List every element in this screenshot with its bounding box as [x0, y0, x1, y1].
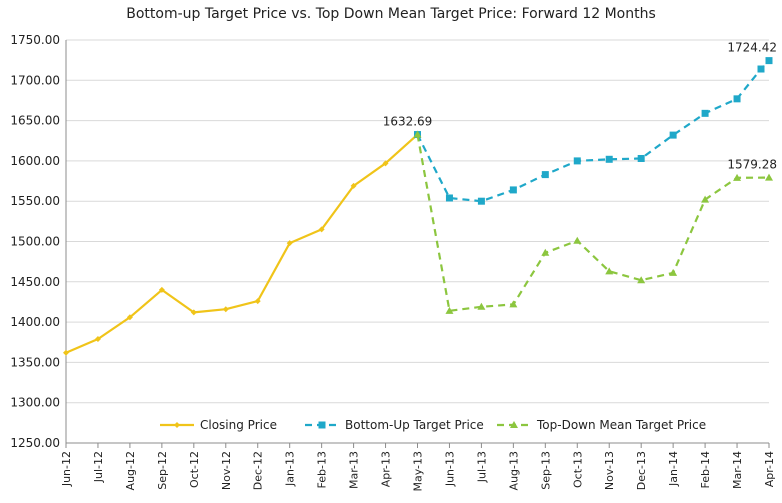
data-point-marker	[445, 194, 453, 202]
data-point-marker	[510, 421, 518, 428]
y-tick-label: 1550.00	[10, 194, 60, 208]
x-tick-label: Sep-13	[539, 451, 552, 490]
x-tick-label: Aug-12	[124, 451, 137, 490]
legend-label: Bottom-Up Target Price	[345, 418, 484, 432]
x-tick-label: Jul-12	[92, 451, 105, 483]
data-point-marker	[445, 306, 454, 314]
x-tick-label: Aug-13	[507, 451, 520, 490]
legend: Closing Price Bottom-Up Target Price Top-D…	[160, 418, 706, 432]
data-point-marker	[158, 286, 165, 293]
data-point-marker	[477, 302, 486, 310]
x-axis-ticks: Jun-12 Jul-12 Aug-12 Sep-12 Oct-12 Nov-12 Dec-…	[60, 451, 776, 492]
y-tick-label: 1700.00	[10, 73, 60, 87]
x-tick-label: Jun-12	[60, 451, 73, 487]
data-point-marker	[701, 195, 710, 203]
x-tick-label: Apr-14	[763, 451, 776, 487]
legend-item-2: Top-Down Mean Target Price	[497, 418, 706, 432]
x-tick-label: Apr-13	[380, 451, 393, 487]
x-tick-label: May-13	[412, 451, 425, 492]
data-point-marker	[382, 160, 389, 167]
x-tick-label: Sep-12	[156, 451, 169, 490]
series-1	[414, 57, 773, 205]
y-tick-label: 1650.00	[10, 114, 60, 128]
y-tick-label: 1750.00	[10, 33, 60, 47]
y-tick-label: 1300.00	[10, 396, 60, 410]
y-axis-ticks: 1250.00 1300.00 1350.00 1400.00 1450.00 1500.…	[10, 33, 60, 450]
legend-item-1: Bottom-Up Target Price	[305, 418, 484, 432]
series-0	[63, 131, 421, 356]
data-point-marker	[637, 154, 645, 162]
data-point-marker	[701, 109, 709, 117]
data-point-marker	[573, 157, 581, 165]
data-point-marker	[350, 182, 357, 189]
legend-label: Top-Down Mean Target Price	[536, 418, 706, 432]
series-line	[416, 134, 770, 312]
series-2	[413, 130, 773, 314]
y-tick-label: 1250.00	[10, 436, 60, 450]
y-tick-label: 1500.00	[10, 235, 60, 249]
data-label: 1632.69	[383, 115, 433, 129]
series	[63, 57, 773, 356]
data-point-marker	[541, 171, 549, 179]
data-point-marker	[318, 421, 326, 429]
data-point-marker	[669, 268, 678, 276]
data-label: 1579.28	[727, 158, 777, 172]
data-point-marker	[765, 173, 773, 181]
data-labels: 1632.69 1724.42 1579.28	[383, 41, 777, 172]
x-tick-label: Jan-14	[667, 451, 680, 487]
data-point-marker	[286, 240, 293, 247]
data-point-marker	[413, 130, 422, 138]
y-tick-label: 1450.00	[10, 275, 60, 289]
x-tick-label: Oct-13	[571, 451, 584, 488]
x-tick-label: Feb-13	[316, 451, 329, 488]
x-tick-label: Nov-12	[220, 451, 233, 490]
x-tick-label: Dec-13	[635, 451, 648, 490]
x-tick-label: Nov-13	[603, 451, 616, 490]
data-point-marker	[509, 300, 518, 308]
gridlines	[66, 39, 769, 444]
x-tick-label: Feb-14	[699, 451, 712, 488]
data-point-marker	[757, 65, 765, 73]
data-point-marker	[174, 422, 180, 428]
legend-label: Closing Price	[200, 418, 277, 432]
chart-title: Bottom-up Target Price vs. Top Down Mean…	[126, 6, 656, 22]
data-point-marker	[126, 314, 133, 321]
data-point-marker	[541, 248, 550, 256]
x-tick-label: Mar-14	[731, 451, 744, 489]
data-point-marker	[318, 226, 325, 233]
data-label: 1724.42	[727, 41, 777, 55]
y-tick-label: 1600.00	[10, 154, 60, 168]
data-point-marker	[733, 173, 742, 181]
x-tick-label: Mar-13	[348, 451, 361, 489]
data-point-marker	[605, 267, 614, 275]
data-point-marker	[190, 309, 197, 316]
data-point-marker	[605, 155, 613, 163]
x-tick-label: Dec-12	[252, 451, 265, 490]
y-tick-label: 1400.00	[10, 315, 60, 329]
data-point-marker	[573, 236, 582, 244]
data-point-marker	[477, 197, 485, 205]
axes	[65, 40, 770, 448]
x-tick-label: Oct-12	[188, 451, 201, 488]
data-point-marker	[765, 57, 773, 65]
data-point-marker	[254, 298, 261, 305]
data-point-marker	[733, 95, 741, 103]
data-point-marker	[669, 131, 677, 139]
data-point-marker	[63, 349, 69, 356]
legend-item-0: Closing Price	[160, 418, 277, 432]
series-line	[416, 59, 770, 203]
series-line	[65, 133, 419, 354]
x-tick-label: Jan-13	[284, 451, 297, 487]
data-point-marker	[637, 276, 646, 284]
y-tick-label: 1350.00	[10, 355, 60, 369]
data-point-marker	[509, 186, 517, 194]
x-tick-label: Jun-13	[443, 451, 456, 487]
data-point-marker	[94, 336, 101, 343]
x-tick-label: Jul-13	[475, 451, 488, 483]
data-point-marker	[222, 306, 229, 313]
